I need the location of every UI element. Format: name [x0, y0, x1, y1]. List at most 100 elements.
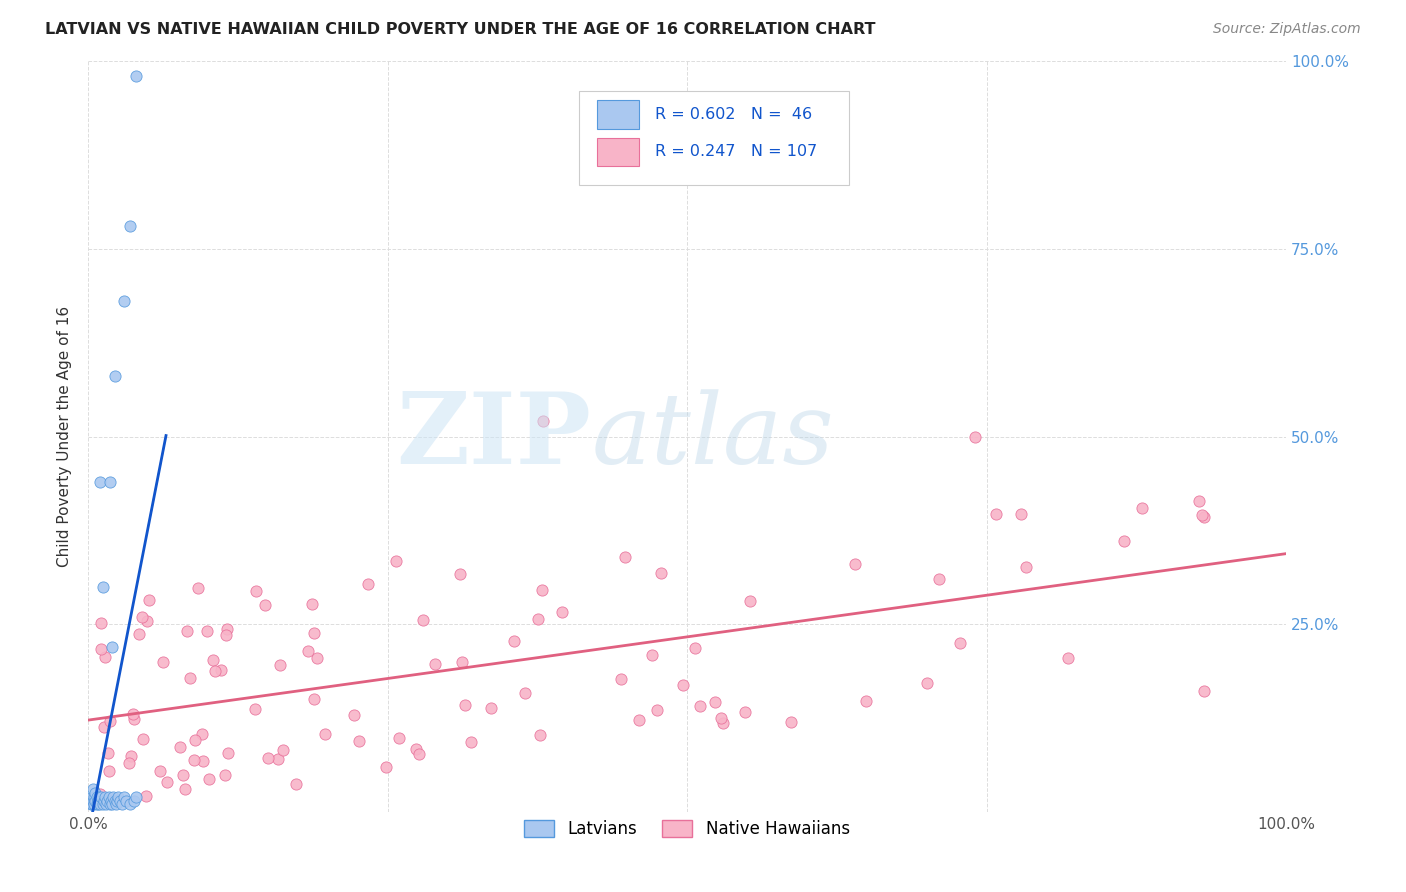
Point — [1194, 510, 1216, 524]
Point — [650, 566, 672, 580]
FancyBboxPatch shape — [598, 137, 640, 166]
Point — [963, 429, 986, 443]
Point — [98, 714, 121, 729]
Point — [195, 624, 218, 638]
Point — [128, 627, 150, 641]
Point — [314, 727, 336, 741]
Point — [86, 797, 108, 812]
Point — [89, 797, 111, 812]
Point — [183, 753, 205, 767]
Point — [454, 698, 477, 712]
Point — [855, 693, 877, 707]
Point — [84, 794, 107, 808]
Point — [685, 640, 707, 655]
Point — [98, 475, 121, 489]
Point — [388, 731, 411, 745]
Point — [97, 747, 120, 761]
Point — [531, 415, 554, 429]
Point — [101, 797, 124, 812]
Point — [1010, 508, 1032, 522]
Point — [217, 746, 239, 760]
Point — [628, 713, 651, 727]
Point — [209, 663, 232, 677]
Point — [112, 789, 135, 804]
Point — [243, 702, 266, 716]
Point — [502, 634, 524, 648]
Y-axis label: Child Poverty Under the Age of 16: Child Poverty Under the Age of 16 — [58, 306, 72, 567]
Point — [90, 615, 112, 630]
Point — [91, 797, 114, 812]
Point — [385, 554, 408, 568]
Point — [89, 475, 111, 489]
Point — [531, 583, 554, 598]
Point — [82, 782, 104, 797]
Point — [91, 580, 114, 594]
Point — [87, 789, 110, 804]
Text: LATVIAN VS NATIVE HAWAIIAN CHILD POVERTY UNDER THE AGE OF 16 CORRELATION CHART: LATVIAN VS NATIVE HAWAIIAN CHILD POVERTY… — [45, 22, 876, 37]
Point — [83, 789, 105, 804]
Point — [132, 732, 155, 747]
FancyBboxPatch shape — [579, 91, 849, 185]
Point — [215, 628, 238, 642]
Point — [297, 644, 319, 658]
Point — [79, 797, 101, 812]
Point — [527, 612, 550, 626]
Point — [645, 703, 668, 717]
Point — [214, 768, 236, 782]
Point — [97, 789, 120, 804]
Point — [1188, 494, 1211, 508]
Point — [97, 764, 120, 778]
Point — [1192, 684, 1215, 698]
Point — [347, 734, 370, 748]
Point — [120, 749, 142, 764]
Point — [740, 593, 762, 607]
Point — [253, 598, 276, 612]
Point — [1057, 650, 1080, 665]
Point — [710, 710, 733, 724]
Point — [120, 219, 142, 234]
Text: atlas: atlas — [592, 389, 834, 484]
Point — [89, 794, 111, 808]
Point — [90, 641, 112, 656]
Point — [551, 605, 574, 619]
Point — [245, 583, 267, 598]
Point — [423, 657, 446, 671]
Point — [515, 686, 537, 700]
Point — [204, 665, 226, 679]
Point — [94, 797, 117, 812]
Point — [614, 550, 637, 565]
Point — [121, 707, 143, 722]
Point — [93, 650, 115, 665]
Point — [125, 69, 148, 83]
Point — [271, 743, 294, 757]
Point — [90, 789, 112, 804]
Point — [120, 797, 142, 812]
Point — [408, 747, 430, 761]
Point — [1191, 508, 1213, 523]
Point — [449, 566, 471, 581]
Point — [451, 655, 474, 669]
Point — [103, 789, 125, 804]
Point — [357, 577, 380, 591]
Point — [103, 794, 125, 808]
Point — [191, 754, 214, 768]
Point — [412, 613, 434, 627]
Point — [187, 581, 209, 595]
Point — [93, 720, 115, 734]
Point — [87, 797, 110, 812]
Point — [844, 557, 866, 571]
Point — [104, 797, 127, 812]
Point — [672, 678, 695, 692]
Point — [267, 752, 290, 766]
Point — [176, 624, 198, 638]
Point — [80, 797, 103, 812]
Text: ZIP: ZIP — [396, 388, 592, 485]
Point — [374, 760, 396, 774]
Point — [100, 794, 122, 808]
Point — [93, 794, 115, 808]
Point — [94, 789, 117, 804]
FancyBboxPatch shape — [598, 100, 640, 128]
Legend: Latvians, Native Hawaiians: Latvians, Native Hawaiians — [517, 814, 856, 845]
Point — [479, 700, 502, 714]
Point — [711, 715, 734, 730]
